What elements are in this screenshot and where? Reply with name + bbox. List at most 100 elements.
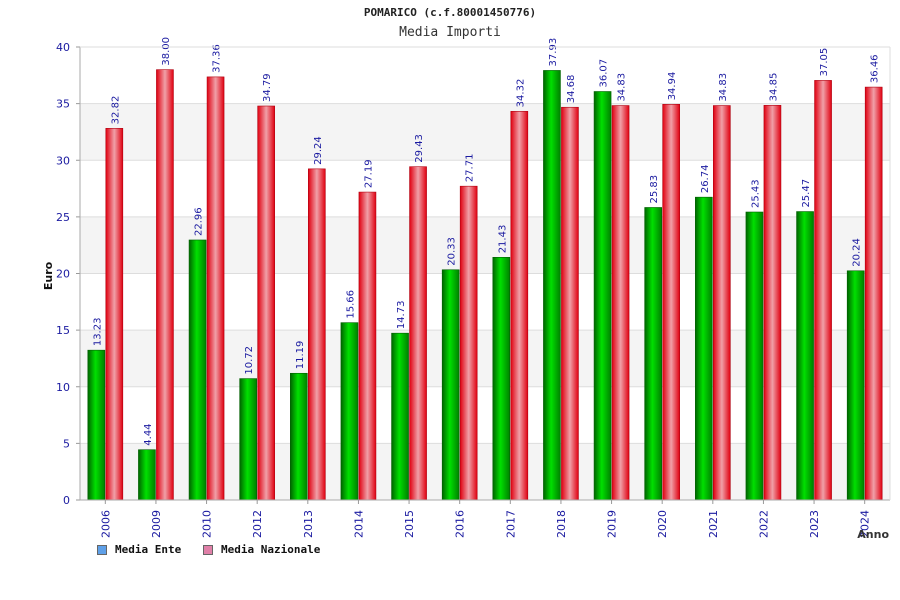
bar-media-nazionale <box>156 69 174 501</box>
y-tick-label: 30 <box>56 154 70 167</box>
x-tick-label: 2023 <box>808 510 821 538</box>
y-tick-label: 25 <box>56 211 70 224</box>
y-tick-label: 35 <box>56 98 70 111</box>
y-tick-label: 40 <box>56 41 70 54</box>
data-label-media-nazionale: 29.43 <box>414 134 425 163</box>
x-tick-label: 2024 <box>859 510 872 538</box>
chart-subtitle: Media Importi <box>399 25 501 40</box>
x-tick-label: 2018 <box>555 510 568 538</box>
data-label-media-nazionale: 34.94 <box>667 72 678 101</box>
bar-media-ente <box>138 449 156 501</box>
bar-media-ente <box>188 239 207 501</box>
x-axis-label: Anno <box>857 528 889 541</box>
bar-media-ente <box>441 269 460 501</box>
x-tick-label: 2014 <box>352 510 365 538</box>
bar-media-ente <box>593 91 612 501</box>
bar-media-nazionale <box>611 105 630 501</box>
data-label-media-ente: 15.66 <box>345 290 356 319</box>
data-label-media-ente: 13.23 <box>92 318 103 347</box>
bar-media-nazionale <box>308 168 326 501</box>
data-label-media-ente: 20.24 <box>852 238 863 267</box>
legend-item-ente: Media Ente <box>97 543 181 556</box>
data-label-media-nazionale: 37.36 <box>212 44 223 73</box>
bar-media-ente <box>543 70 561 501</box>
legend-label-ente: Media Ente <box>115 543 182 556</box>
bar-media-ente <box>745 211 764 501</box>
bar-media-ente <box>644 207 662 501</box>
data-label-media-nazionale: 34.79 <box>262 73 273 102</box>
bar-media-nazionale <box>105 128 124 501</box>
data-label-media-nazionale: 37.05 <box>819 48 830 77</box>
legend-label-nazionale: Media Nazionale <box>221 543 321 556</box>
data-label-media-nazionale: 34.83 <box>718 73 729 102</box>
x-tick-label: 2009 <box>150 510 163 538</box>
data-label-media-nazionale: 38.00 <box>161 37 172 66</box>
data-label-media-ente: 20.33 <box>447 237 458 266</box>
data-label-media-nazionale: 27.19 <box>363 159 374 188</box>
data-label-media-nazionale: 36.46 <box>870 54 881 83</box>
data-label-media-nazionale: 34.32 <box>515 79 526 108</box>
bar-media-nazionale <box>358 191 377 501</box>
bar-media-ente <box>239 378 257 501</box>
data-label-media-ente: 36.07 <box>599 59 610 88</box>
y-tick-label: 10 <box>56 381 70 394</box>
y-axis-label: Euro <box>42 261 55 290</box>
x-tick-label: 2020 <box>656 510 669 538</box>
x-tick-label: 2019 <box>606 510 619 538</box>
data-label-media-ente: 25.43 <box>750 179 761 208</box>
data-label-media-ente: 25.83 <box>649 175 660 204</box>
data-label-media-ente: 25.47 <box>801 179 812 208</box>
data-label-media-nazionale: 34.68 <box>566 75 577 104</box>
bar-media-nazionale <box>763 105 782 501</box>
bar-media-ente <box>796 211 814 501</box>
bar-media-ente <box>846 270 865 501</box>
bar-media-ente <box>290 372 308 501</box>
legend-swatch-ente <box>97 544 107 555</box>
data-label-media-ente: 14.73 <box>396 301 407 330</box>
y-tick-label: 20 <box>56 268 70 281</box>
data-label-media-ente: 22.96 <box>194 207 205 236</box>
x-tick-label: 2021 <box>707 510 720 538</box>
x-tick-label: 2017 <box>504 510 517 538</box>
bar-media-nazionale <box>510 111 529 501</box>
data-label-media-nazionale: 34.83 <box>617 73 628 102</box>
data-label-media-ente: 4.44 <box>143 423 154 445</box>
y-tick-label: 0 <box>63 494 70 507</box>
y-tick-label: 15 <box>56 324 70 337</box>
bar-media-ente <box>492 257 511 501</box>
bar-media-nazionale <box>561 106 579 501</box>
bar-media-nazionale <box>459 185 478 501</box>
y-tick-label: 5 <box>63 437 70 450</box>
legend-item-nazionale: Media Nazionale <box>203 543 320 556</box>
bar-media-nazionale <box>257 105 275 501</box>
data-label-media-nazionale: 27.71 <box>465 154 476 183</box>
data-label-media-ente: 37.93 <box>548 38 559 67</box>
bar-media-nazionale <box>713 105 731 501</box>
chart-title: POMARICO (c.f.80001450776) <box>363 6 537 19</box>
x-tick-label: 2015 <box>403 510 416 538</box>
legend-swatch-nazionale <box>203 544 213 555</box>
x-tick-label: 2013 <box>302 510 315 538</box>
x-tick-label: 2022 <box>757 510 770 538</box>
x-tick-label: 2016 <box>454 510 467 538</box>
data-label-media-ente: 10.72 <box>244 346 255 375</box>
bar-media-nazionale <box>814 80 832 501</box>
bar-media-ente <box>87 349 106 501</box>
x-tick-label: 2012 <box>251 510 264 538</box>
data-label-media-nazionale: 29.24 <box>313 136 324 165</box>
data-label-media-ente: 21.43 <box>497 225 508 254</box>
bar-media-nazionale <box>662 104 680 501</box>
bar-media-ente <box>391 332 409 501</box>
x-tick-label: 2010 <box>201 510 214 538</box>
bar-media-nazionale <box>864 86 883 501</box>
bar-media-ente <box>340 322 359 501</box>
data-label-media-ente: 11.19 <box>295 341 306 370</box>
bar-media-nazionale <box>409 166 427 501</box>
bar-media-ente <box>695 196 713 501</box>
x-tick-label: 2006 <box>99 510 112 538</box>
data-label-media-nazionale: 34.85 <box>768 73 779 102</box>
data-label-media-ente: 26.74 <box>700 165 711 194</box>
bar-media-nazionale <box>206 76 225 501</box>
